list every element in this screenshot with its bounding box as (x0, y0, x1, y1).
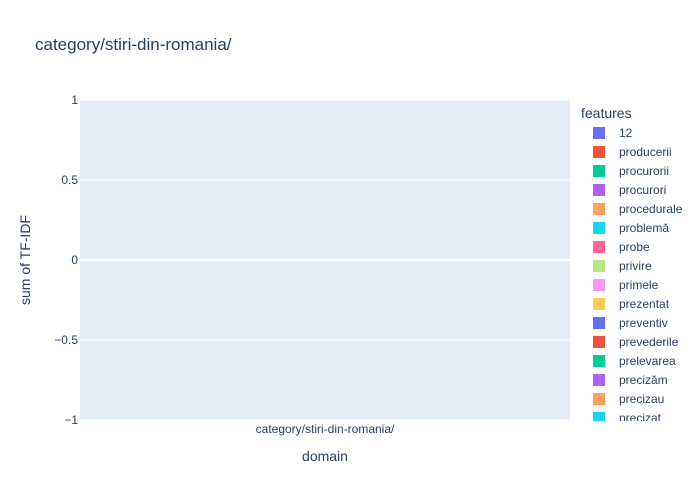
legend-swatch (593, 393, 605, 405)
legend-item-3[interactable]: procurori (593, 183, 666, 197)
y-tick-label: 1 (71, 93, 78, 107)
legend-swatch (593, 412, 605, 421)
legend-item-14[interactable]: precizau (593, 392, 664, 406)
legend-label: preventiv (619, 316, 668, 330)
legend-item-15[interactable]: precizat (593, 411, 662, 425)
y-tick-label: −1 (64, 413, 78, 427)
legend-item-13[interactable]: precizăm (593, 373, 668, 387)
legend-label: procedurale (619, 202, 683, 216)
legend-item-0[interactable]: 12 (593, 126, 633, 140)
legend-item-4[interactable]: procedurale (593, 202, 683, 216)
legend: features 12 producerii procurorii procurori… (581, 105, 683, 425)
legend-label: prelevarea (619, 354, 676, 368)
y-tick-label: −0.5 (54, 333, 78, 347)
legend-item-8[interactable]: primele (593, 278, 659, 292)
legend-swatch (593, 165, 605, 177)
legend-item-1[interactable]: producerii (593, 145, 672, 159)
legend-item-9[interactable]: prezentat (593, 297, 670, 311)
legend-swatch (593, 184, 605, 196)
x-axis-ticks: category/stiri-din-romania/ (256, 422, 395, 436)
legend-item-2[interactable]: procurorii (593, 164, 669, 178)
chart-title: category/stiri-din-romania/ (35, 35, 232, 54)
legend-label: primele (619, 278, 659, 292)
legend-label: producerii (619, 145, 672, 159)
y-axis-title: sum of TF-IDF (17, 215, 33, 305)
legend-item-5[interactable]: problemă (593, 221, 669, 235)
legend-swatch (593, 222, 605, 234)
gridlines (80, 99, 570, 421)
legend-swatch (593, 241, 605, 253)
legend-swatch (593, 374, 605, 386)
legend-swatch (593, 146, 605, 158)
legend-label: problemă (619, 221, 669, 235)
legend-swatch (593, 355, 605, 367)
x-axis-title: domain (302, 448, 348, 464)
legend-label: precizat (619, 411, 662, 425)
y-axis-ticks: 1 0.5 0 −0.5 −1 (54, 93, 78, 427)
legend-label: procurorii (619, 164, 669, 178)
legend-swatch (593, 298, 605, 310)
legend-swatch (593, 203, 605, 215)
legend-item-12[interactable]: prelevarea (593, 354, 676, 368)
legend-swatch (593, 317, 605, 329)
legend-title: features (581, 105, 632, 121)
legend-item-11[interactable]: prevederile (593, 335, 679, 349)
legend-label: precizau (619, 392, 664, 406)
legend-swatch (593, 260, 605, 272)
x-tick-label: category/stiri-din-romania/ (256, 422, 395, 436)
legend-label: precizăm (619, 373, 668, 387)
legend-label: probe (619, 240, 650, 254)
y-tick-label: 0.5 (61, 173, 78, 187)
y-tick-label: 0 (71, 253, 78, 267)
legend-label: privire (619, 259, 652, 273)
legend-label: prezentat (619, 297, 670, 311)
legend-swatch (593, 127, 605, 139)
legend-swatch (593, 279, 605, 291)
legend-item-7[interactable]: privire (593, 259, 652, 273)
legend-label: procurori (619, 183, 666, 197)
legend-label: 12 (619, 126, 633, 140)
legend-label: prevederile (619, 335, 679, 349)
legend-item-10[interactable]: preventiv (593, 316, 668, 330)
legend-swatch (593, 336, 605, 348)
legend-item-6[interactable]: probe (593, 240, 650, 254)
